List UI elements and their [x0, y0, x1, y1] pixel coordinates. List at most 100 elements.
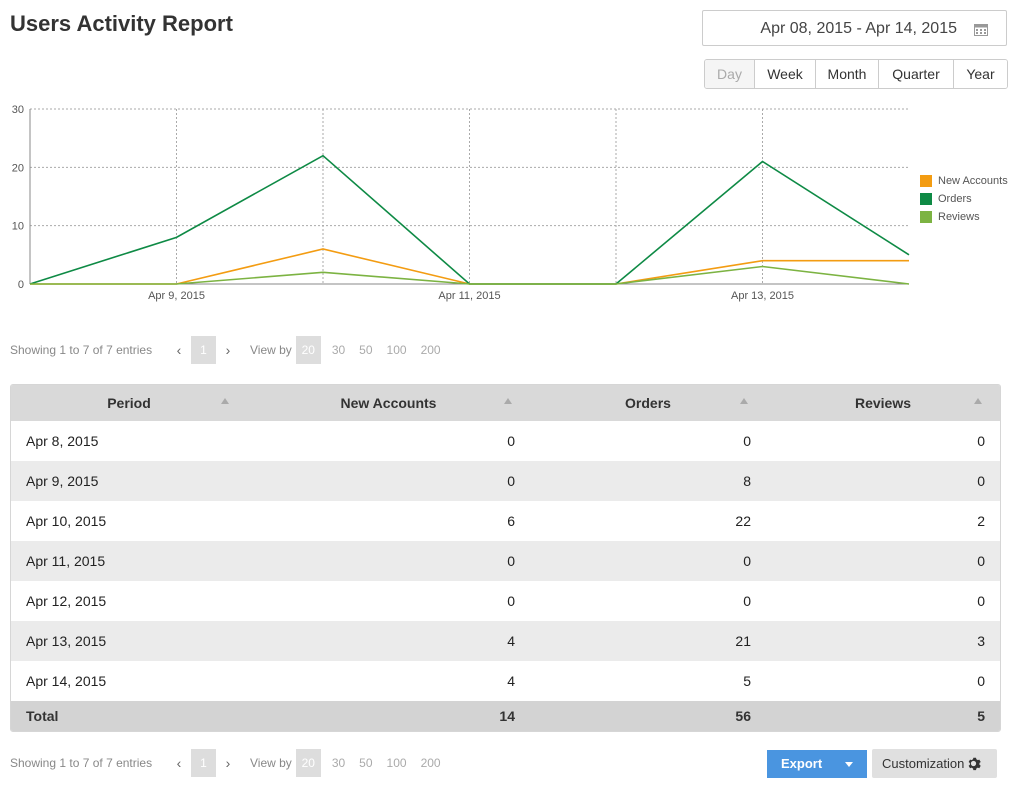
table-row: Apr 14, 2015 4 5 0	[11, 661, 1000, 701]
orders-cell: 0	[530, 541, 766, 581]
legend-label: New Accounts	[938, 175, 1008, 187]
column-header-label: Reviews	[854, 395, 912, 411]
reviews-cell: 2	[977, 513, 985, 529]
legend-item-new-accounts: New Accounts	[920, 172, 1008, 190]
legend-swatch	[920, 193, 932, 205]
export-label: Export	[781, 756, 823, 771]
new-accounts-cell: 0	[507, 433, 515, 449]
next-page-icon[interactable]: ›	[225, 755, 231, 771]
sort-asc-icon[interactable]	[221, 398, 229, 404]
page-number-button[interactable]: 1	[191, 749, 216, 777]
prev-page-icon[interactable]: ‹	[176, 755, 182, 771]
next-page-icon[interactable]: ›	[225, 342, 231, 358]
orders-cell: 5	[743, 673, 751, 689]
new-accounts-cell: 0	[247, 541, 530, 581]
period-day-button[interactable]: Day	[705, 60, 755, 88]
series-line-reviews	[30, 265, 910, 285]
legend-item-orders: Orders	[920, 190, 1008, 208]
period-week-button[interactable]: Week	[755, 60, 816, 88]
reviews-cell: 3	[766, 621, 1000, 661]
new-accounts-cell: 4	[247, 621, 530, 661]
prev-page-icon[interactable]: ‹	[176, 342, 182, 358]
view-by-option[interactable]: 200	[420, 343, 441, 357]
column-header-label: Orders	[625, 395, 671, 411]
view-by-option[interactable]: 50	[359, 343, 373, 357]
view-by-option[interactable]: 20	[295, 749, 321, 777]
legend-item-reviews: Reviews	[920, 208, 1008, 226]
table-row: Apr 11, 2015 0 0 0	[11, 541, 1000, 581]
legend-label: Orders	[938, 193, 972, 205]
sort-asc-icon[interactable]	[740, 398, 748, 404]
view-by-option[interactable]: 30	[331, 343, 346, 357]
view-by-label: View by	[250, 756, 292, 770]
export-button[interactable]: Export	[767, 750, 867, 778]
new-accounts-cell: 6	[507, 513, 515, 529]
view-by-option[interactable]: 200	[420, 756, 441, 770]
reviews-cell: 0	[977, 673, 985, 689]
table-row: Apr 9, 2015 0 8 0	[11, 461, 1000, 501]
period-cell: Apr 13, 2015	[11, 621, 247, 661]
x-tick-label: Apr 13, 2015	[731, 290, 794, 302]
total-orders: 56	[530, 701, 766, 731]
reviews-cell: 0	[977, 433, 985, 449]
period-year-button[interactable]: Year	[954, 60, 1007, 88]
reviews-cell: 0	[766, 461, 1000, 501]
period-cell: Apr 12, 2015	[26, 593, 107, 609]
table-header-row: Period New Accounts Orders Reviews	[11, 385, 1000, 421]
reviews-cell: 0	[766, 541, 1000, 581]
orders-cell: 21	[530, 621, 766, 661]
period-quarter-button[interactable]: Quarter	[879, 60, 954, 88]
view-by-option[interactable]: 20	[295, 336, 321, 364]
legend-label: Reviews	[938, 211, 980, 223]
view-by-option[interactable]: 30	[331, 756, 346, 770]
pager-bottom: Showing 1 to 7 of 7 entries ‹ 1 › View b…	[10, 749, 452, 777]
column-header-new-accounts[interactable]: New Accounts	[247, 385, 530, 421]
column-header-label: Period	[107, 395, 151, 411]
y-tick-label: 30	[12, 104, 24, 116]
total-label: Total	[11, 701, 247, 731]
y-tick-label: 0	[18, 279, 24, 291]
new-accounts-cell: 0	[247, 461, 530, 501]
gear-icon	[968, 757, 981, 771]
sort-asc-icon[interactable]	[504, 398, 512, 404]
column-header-reviews[interactable]: Reviews	[766, 385, 1000, 421]
table-row: Apr 13, 2015 4 21 3	[11, 621, 1000, 661]
view-by-option[interactable]: 100	[386, 343, 407, 357]
total-new-accounts: 14	[247, 701, 530, 731]
period-cell: Apr 14, 2015	[26, 673, 107, 689]
column-header-period[interactable]: Period	[11, 385, 247, 421]
activity-table: Period New Accounts Orders Reviews Apr 8…	[10, 384, 1001, 732]
orders-cell: 8	[530, 461, 766, 501]
x-tick-label: Apr 9, 2015	[148, 290, 205, 302]
sort-asc-icon[interactable]	[974, 398, 982, 404]
total-reviews: 5	[766, 701, 1000, 731]
table-row: Apr 10, 2015 6 22 2	[11, 501, 1000, 541]
export-dropdown-caret-icon[interactable]	[845, 762, 853, 767]
customization-label: Customization	[882, 756, 965, 771]
y-tick-label: 20	[12, 162, 24, 174]
view-by-option[interactable]: 100	[386, 756, 407, 770]
legend-swatch	[920, 175, 932, 187]
period-toggle-group: Day Week Month Quarter Year	[704, 59, 1008, 89]
orders-cell: 0	[743, 593, 751, 609]
page-number-button[interactable]: 1	[191, 336, 216, 364]
page-title: Users Activity Report	[10, 11, 233, 36]
total-row: Total 14 56 5	[11, 701, 1000, 731]
period-cell: Apr 8, 2015	[26, 433, 99, 449]
x-tick-label: Apr 11, 2015	[438, 290, 500, 302]
y-tick-label: 10	[12, 221, 24, 233]
column-header-label: New Accounts	[340, 395, 437, 411]
table-row: Apr 8, 2015 0 0 0	[11, 421, 1000, 461]
orders-cell: 0	[743, 433, 751, 449]
period-cell: Apr 9, 2015	[11, 461, 247, 501]
entries-summary: Showing 1 to 7 of 7 entries	[10, 343, 153, 357]
view-by-option[interactable]: 50	[359, 756, 373, 770]
orders-cell: 22	[735, 513, 751, 529]
date-range-picker[interactable]: Apr 08, 2015 - Apr 14, 2015	[702, 10, 1007, 46]
column-header-orders[interactable]: Orders	[530, 385, 766, 421]
calendar-icon	[974, 24, 988, 36]
period-month-button[interactable]: Month	[816, 60, 879, 88]
customization-button[interactable]: Customization	[872, 749, 997, 778]
new-accounts-cell: 4	[507, 673, 515, 689]
chart-legend: New Accounts Orders Reviews	[920, 172, 1008, 226]
